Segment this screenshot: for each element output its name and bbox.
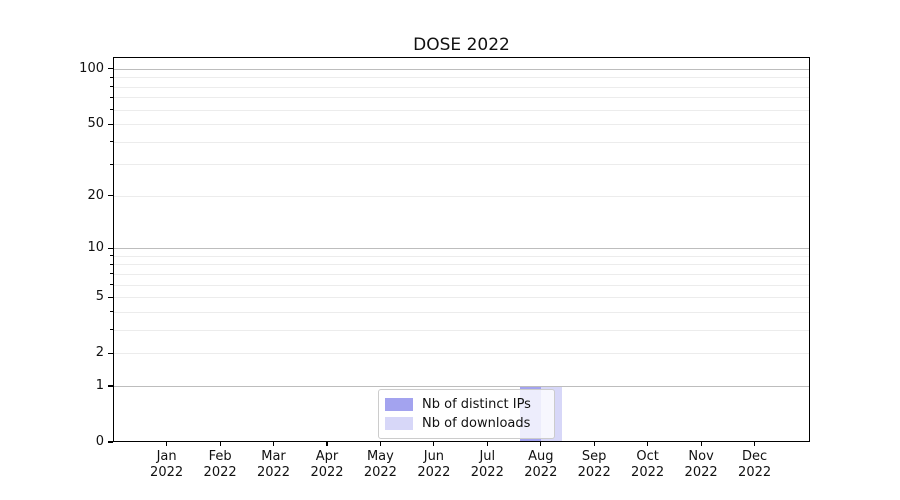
major-gridline	[113, 68, 810, 70]
y-tick-mark	[108, 385, 113, 387]
x-tick-label-nov: Nov 2022	[684, 449, 718, 480]
x-tick-label-aug: Aug 2022	[524, 449, 558, 480]
y-minor-tick-mark	[110, 163, 113, 165]
x-tick-label-jan: Jan 2022	[150, 449, 184, 480]
y-tick-mark	[108, 441, 113, 443]
minor-gridline	[113, 264, 810, 266]
x-tick-label-dec: Dec 2022	[738, 449, 772, 480]
x-tick-label-jun: Jun 2022	[417, 449, 451, 480]
chart-title: DOSE 2022	[413, 35, 510, 55]
minor-gridline	[113, 86, 810, 88]
y-minor-tick-mark	[110, 284, 113, 286]
y-minor-tick-mark	[110, 311, 113, 313]
x-tick-mark	[593, 442, 595, 446]
y-minor-tick-mark	[110, 352, 113, 354]
y-tick-label: 10	[87, 240, 104, 256]
x-tick-label-sep: Sep 2022	[577, 449, 611, 480]
x-tick-label-mar: Mar 2022	[256, 449, 291, 480]
minor-gridline	[113, 97, 810, 99]
minor-gridline	[113, 109, 810, 111]
major-gridline	[113, 248, 810, 250]
minor-gridline	[113, 273, 810, 275]
x-tick-label-may: May 2022	[363, 449, 397, 480]
y-minor-tick-mark	[110, 296, 113, 298]
minor-gridline	[113, 164, 810, 166]
x-tick-label-oct: Oct 2022	[631, 449, 665, 480]
x-tick-mark	[647, 442, 649, 446]
y-tick-label: 20	[87, 187, 104, 203]
y-minor-tick-mark	[110, 86, 113, 88]
minor-gridline	[113, 297, 810, 299]
y-minor-tick-mark	[110, 263, 113, 265]
legend: Nb of distinct IPs Nb of downloads	[378, 389, 555, 439]
minor-gridline	[113, 311, 810, 313]
y-minor-tick-mark	[110, 273, 113, 275]
x-tick-mark	[433, 442, 435, 446]
legend-swatch-distinct-ips	[385, 398, 413, 411]
x-tick-mark	[486, 442, 488, 446]
y-minor-tick-mark	[110, 123, 113, 125]
x-tick-mark	[219, 442, 221, 446]
major-gridline	[113, 386, 810, 387]
x-tick-mark	[166, 442, 168, 446]
minor-gridline	[113, 255, 810, 257]
legend-swatch-downloads	[385, 417, 413, 430]
minor-gridline	[113, 77, 810, 79]
y-minor-tick-mark	[110, 255, 113, 257]
minor-gridline	[113, 329, 810, 331]
minor-gridline	[113, 284, 810, 286]
y-tick-label: 0	[95, 434, 104, 449]
x-tick-mark	[700, 442, 702, 446]
x-tick-mark	[540, 442, 542, 446]
legend-item-distinct-ips: Nb of distinct IPs	[385, 396, 546, 414]
y-minor-tick-mark	[110, 195, 113, 197]
x-tick-label-feb: Feb 2022	[203, 449, 237, 480]
y-tick-mark	[108, 247, 113, 249]
y-minor-tick-mark	[110, 329, 113, 331]
y-tick-label: 50	[87, 116, 104, 132]
x-tick-mark	[272, 442, 275, 446]
legend-label-distinct-ips: Nb of distinct IPs	[422, 397, 531, 412]
minor-gridline	[113, 124, 810, 126]
legend-label-downloads: Nb of downloads	[422, 416, 531, 431]
legend-item-downloads: Nb of downloads	[385, 415, 546, 433]
x-tick-label-jul: Jul 2022	[470, 449, 504, 480]
y-minor-tick-mark	[110, 109, 113, 111]
y-tick-label: 5	[95, 289, 104, 305]
y-minor-tick-mark	[110, 76, 113, 78]
y-tick-label: 2	[95, 345, 104, 361]
x-tick-mark	[326, 442, 328, 446]
minor-gridline	[113, 353, 810, 355]
y-tick-mark	[108, 68, 113, 70]
x-tick-label-apr: Apr 2022	[310, 449, 344, 480]
minor-gridline	[113, 141, 810, 143]
minor-gridline	[113, 195, 810, 197]
y-minor-tick-mark	[110, 141, 113, 143]
x-tick-mark	[754, 442, 756, 446]
y-tick-label: 1	[95, 378, 104, 393]
x-tick-mark	[379, 442, 381, 446]
y-tick-label: 100	[79, 60, 104, 76]
y-minor-tick-mark	[110, 96, 113, 98]
